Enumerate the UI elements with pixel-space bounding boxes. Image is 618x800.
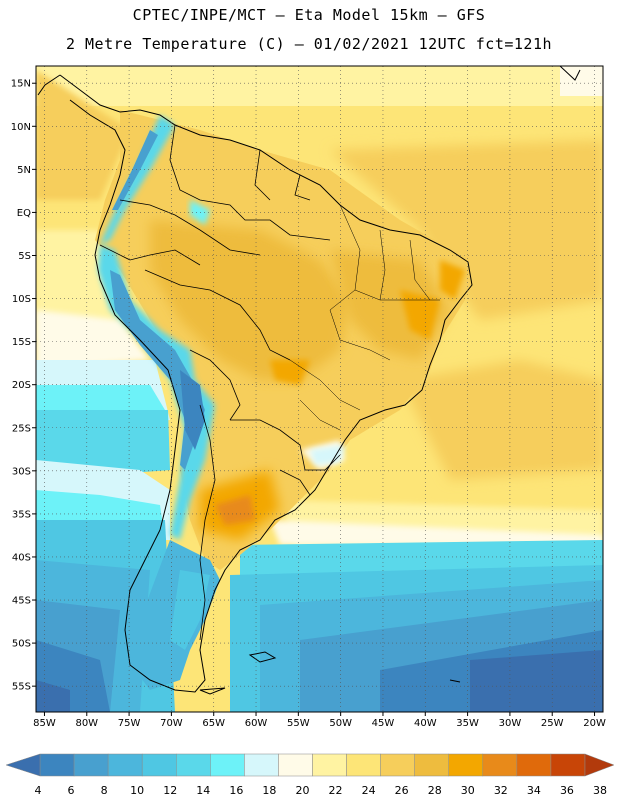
colorbar-label: 30	[461, 784, 475, 797]
colorbar-swatch	[244, 753, 279, 777]
colorbar-label: 16	[229, 784, 243, 797]
lon-label: 40W	[414, 718, 437, 729]
lon-label: 55W	[287, 718, 310, 729]
colorbar-label: 4	[35, 784, 42, 797]
colorbar-label: 12	[163, 784, 177, 797]
colorbar-swatch	[107, 753, 143, 777]
lon-label: 50W	[329, 718, 352, 729]
colorbar-left-arrow	[5, 753, 41, 777]
colorbar-labels: 4 6 8 10 12 14 16 18 20 22 24 26 28 30 32 34 36 38	[35, 784, 608, 797]
lat-label: 10S	[12, 294, 31, 305]
colorbar-swatch	[414, 753, 449, 777]
colorbar-swatch	[278, 753, 313, 777]
lat-label: 15S	[12, 337, 31, 348]
lon-label: 45W	[372, 718, 395, 729]
lat-label: 25S	[12, 423, 31, 434]
colorbar-label: 28	[428, 784, 442, 797]
colorbar-swatch	[516, 753, 552, 777]
colorbar-swatch	[210, 753, 245, 777]
lat-label: 30S	[12, 466, 31, 477]
colorbar-label: 22	[329, 784, 343, 797]
map-title-line1: CPTEC/INPE/MCT – Eta Model 15km – GFS	[132, 6, 486, 24]
lon-label: 60W	[245, 718, 268, 729]
colorbar-swatch	[39, 753, 75, 777]
colorbar-swatch	[312, 753, 347, 777]
coastlines	[37, 66, 581, 695]
lat-label: 20S	[12, 380, 31, 391]
graticule	[36, 66, 603, 712]
lat-label: 50S	[12, 639, 31, 650]
lon-label: 65W	[202, 718, 225, 729]
colorbar-label: 24	[362, 784, 376, 797]
country-borders	[99, 124, 341, 641]
colorbar-swatch	[482, 753, 518, 777]
lat-label: 45S	[12, 596, 31, 607]
colorbar-right-arrow	[584, 753, 615, 777]
colorbar-swatch	[380, 753, 415, 777]
colorbar-swatch	[550, 753, 586, 777]
colorbar-label: 18	[262, 784, 276, 797]
lon-label: 25W	[541, 718, 564, 729]
colorbar-swatch	[346, 753, 381, 777]
colorbar-swatch	[141, 753, 177, 777]
lat-label: 5N	[17, 165, 31, 176]
temperature-field	[36, 66, 603, 712]
colorbar-label: 34	[527, 784, 541, 797]
lat-label: 15N	[11, 79, 31, 90]
lat-label: 35S	[12, 509, 31, 520]
map-frame	[35, 65, 604, 713]
lat-label: 5S	[18, 251, 31, 262]
state-borders	[289, 204, 440, 431]
lon-label: 70W	[160, 718, 183, 729]
lon-label: 75W	[118, 718, 141, 729]
map-title-line2: 2 Metre Temperature (C) – 01/02/2021 12U…	[65, 35, 553, 53]
lon-label: 35W	[456, 718, 479, 729]
colorbar-swatch	[176, 753, 211, 777]
colorbar-label: 26	[395, 784, 409, 797]
colorbar-swatch	[73, 753, 109, 777]
lon-label: 30W	[499, 718, 522, 729]
lat-label: 55S	[12, 682, 31, 693]
lat-label: EQ	[17, 208, 31, 219]
colorbar-label: 38	[593, 784, 607, 797]
colorbar-label: 36	[560, 784, 574, 797]
lat-label: 10N	[11, 122, 31, 133]
colorbar-label: 14	[196, 784, 210, 797]
lon-label: 80W	[75, 718, 98, 729]
colorbar: 4 6 8 10 12 14 16 18 20 22 24 26 28 30 32 34 36 38	[5, 753, 615, 797]
lon-labels: 85W 80W 75W 70W 65W 60W 55W 50W 45W 40W 35W 30W 25W 2…	[33, 712, 606, 729]
lon-label: 20W	[583, 718, 606, 729]
lat-label: 40S	[12, 552, 31, 563]
colorbar-label: 32	[494, 784, 508, 797]
colorbar-boxes	[39, 753, 586, 777]
lon-label: 85W	[33, 718, 56, 729]
colorbar-swatch	[448, 753, 484, 777]
colorbar-label: 6	[68, 784, 75, 797]
colorbar-label: 10	[130, 784, 144, 797]
colorbar-label: 8	[101, 784, 108, 797]
colorbar-label: 20	[295, 784, 309, 797]
lat-labels: 15N 10N 5N EQ 5S 10S 15S 20S 25S 30S 35S 40S 45S 50S 5…	[11, 79, 36, 693]
temperature-map: 15N 10N 5N EQ 5S 10S 15S 20S 25S 30S 35S 40S 45S 50S 5…	[11, 65, 606, 729]
